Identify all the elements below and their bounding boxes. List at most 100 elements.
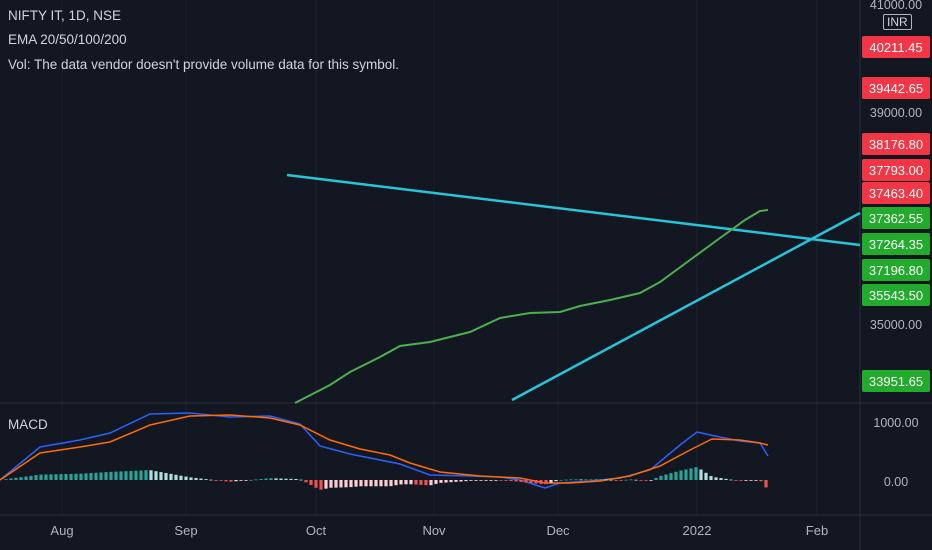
macd-hist-bar-47 [239, 480, 243, 481]
macd-hist-bar-33 [169, 473, 173, 480]
trendline-resistance [286, 173, 861, 247]
signal-line [0, 414, 769, 484]
macd-hist-bar-60 [304, 480, 308, 483]
macd-hist-bar-25 [129, 470, 133, 480]
symbol-title[interactable]: NIFTY IT, 1D, NSE [8, 8, 122, 23]
macd-hist-bar-70 [354, 480, 358, 487]
macd-hist-bar-144 [724, 478, 728, 480]
macd-hist-bar-50 [254, 479, 258, 481]
macd-hist-bar-109 [549, 480, 553, 483]
macd-hist-bar-80 [404, 480, 408, 485]
macd-hist-bar-45 [229, 480, 233, 482]
macd-hist-bar-58 [294, 478, 298, 480]
volume-legend[interactable]: Vol: The data vendor doesn't provide vol… [8, 57, 400, 72]
macd-hist-bar-37 [189, 477, 193, 480]
macd-hist-bar-18 [94, 472, 98, 480]
macd-hist-bar-119 [599, 479, 603, 480]
price-level-label-3: 37793.00 [869, 163, 923, 178]
macd-hist-bar-51 [259, 479, 263, 480]
macd-hist-bar-81 [409, 480, 413, 485]
macd-hist-bar-112 [564, 479, 568, 481]
macd-hist-bar-5 [29, 475, 33, 480]
price-axis-tick-1: 39000.00 [870, 106, 922, 120]
macd-hist-bar-9 [49, 474, 53, 480]
macd-hist-bar-86 [434, 480, 438, 484]
macd-hist-bar-13 [69, 473, 73, 480]
macd-hist-bar-84 [424, 480, 428, 486]
macd-hist-bar-103 [519, 480, 523, 482]
macd-hist-bar-87 [439, 480, 443, 483]
macd-axis-tick-1: 0.00 [884, 475, 908, 489]
price-level-tag-5 [862, 207, 930, 229]
macd-hist-bar-15 [79, 473, 83, 480]
macd-hist-bar-64 [324, 480, 328, 489]
macd-hist-bar-16 [84, 473, 88, 480]
currency-badge[interactable]: INR [883, 14, 912, 30]
macd-hist-bar-46 [234, 480, 238, 482]
macd-hist-bar-123 [619, 480, 623, 481]
macd-hist-bar-122 [614, 480, 618, 481]
macd-hist-bar-57 [289, 478, 293, 480]
macd-hist-bar-14 [74, 473, 78, 480]
macd-hist-bar-120 [604, 479, 608, 481]
price-level-label-4: 37463.40 [869, 186, 923, 201]
macd-hist-bar-38 [194, 477, 198, 480]
macd-hist-bar-41 [209, 479, 213, 481]
macd-hist-bar-134 [674, 471, 678, 480]
macd-hist-bar-140 [704, 472, 708, 480]
price-level-label-1: 39442.65 [869, 81, 923, 96]
macd-hist-bar-95 [479, 480, 483, 481]
macd-hist-bar-28 [144, 470, 148, 480]
macd-hist-bar-110 [554, 480, 558, 482]
macd-hist-bar-17 [89, 473, 93, 480]
macd-hist-bar-77 [389, 480, 393, 487]
macd-line [0, 412, 769, 489]
axes: 41000.00 39000.00 35000.00 1000.00 0.00 Aug Se… [50, 0, 922, 538]
macd-hist-bar-102 [514, 480, 518, 482]
macd-hist-bar-104 [524, 480, 528, 483]
macd-hist-bar-78 [394, 480, 398, 486]
macd-hist-bar-55 [279, 478, 283, 480]
macd-hist-bar-48 [244, 480, 248, 481]
macd-hist-bar-143 [719, 478, 723, 480]
macd-hist-bar-24 [124, 471, 128, 480]
price-level-label-7: 37196.80 [869, 263, 923, 278]
macd-hist-bar-138 [694, 467, 698, 480]
time-axis-tick-5: 2022 [683, 523, 712, 538]
macd-hist-bar-22 [114, 471, 118, 480]
ema-legend[interactable]: EMA 20/50/100/200 [8, 32, 127, 47]
macd-hist-bar-88 [444, 480, 448, 483]
macd-hist-bar-11 [59, 474, 63, 480]
macd-hist-bar-67 [339, 480, 343, 488]
macd-hist-bar-35 [179, 475, 183, 480]
macd-hist-bar-32 [164, 472, 168, 480]
macd-hist-bar-36 [184, 476, 188, 480]
macd-hist-bar-114 [574, 479, 578, 481]
macd-hist-bar-111 [559, 479, 563, 481]
trendlines[interactable] [286, 173, 861, 402]
macd-hist-bar-56 [284, 478, 288, 480]
macd-hist-bar-133 [669, 473, 673, 480]
macd-hist-bar-40 [204, 479, 208, 480]
macd-hist-bar-54 [274, 478, 278, 480]
price-axis-tick-2: 35000.00 [870, 318, 922, 332]
macd-hist-bar-63 [319, 480, 323, 490]
macd-hist-bar-100 [504, 480, 508, 481]
macd-hist-bar-3 [19, 477, 23, 480]
macd-hist-bar-31 [159, 472, 163, 480]
macd-hist-bar-12 [64, 474, 68, 480]
macd-hist-bar-116 [584, 479, 588, 481]
macd-axis-tick-0: 1000.00 [873, 416, 918, 430]
macd-hist-bar-132 [664, 474, 668, 480]
price-level-tag-0 [862, 36, 930, 58]
macd-hist-bar-149 [749, 480, 753, 481]
macd-hist-bar-79 [399, 480, 403, 485]
macd-hist-bar-4 [24, 476, 28, 480]
macd-hist-bar-7 [39, 474, 43, 480]
macd-legend[interactable]: MACD [8, 417, 48, 432]
macd-hist-bar-23 [119, 471, 123, 480]
macd-hist-bar-89 [449, 480, 453, 483]
macd-hist-bar-26 [134, 470, 138, 480]
time-axis-tick-1: Sep [174, 523, 197, 538]
